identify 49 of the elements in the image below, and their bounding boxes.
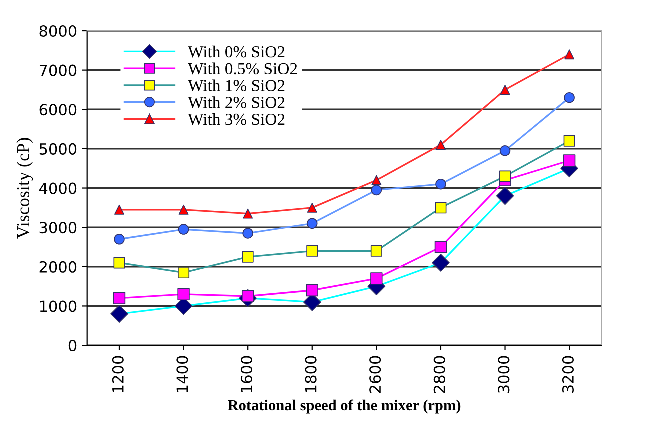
point bbox=[178, 288, 190, 301]
legend-label: With 0.5% SiO2 bbox=[188, 62, 298, 75]
point bbox=[113, 292, 126, 304]
point bbox=[500, 85, 510, 95]
point bbox=[110, 305, 128, 324]
point bbox=[243, 208, 254, 219]
point bbox=[564, 135, 576, 147]
y-axis-title: Viscosity (cP) bbox=[16, 138, 34, 239]
x-tick-label: 3200 bbox=[562, 356, 574, 393]
point bbox=[370, 245, 382, 257]
point bbox=[178, 204, 189, 215]
x-tick-label: 2800 bbox=[434, 356, 446, 394]
point bbox=[370, 272, 383, 285]
y-tick-label: 5000 bbox=[40, 143, 77, 155]
x-tick-label: 1200 bbox=[112, 356, 124, 392]
point bbox=[306, 245, 318, 257]
point bbox=[306, 284, 318, 297]
point bbox=[178, 267, 190, 279]
point bbox=[114, 204, 124, 215]
x-tick-label: 3000 bbox=[498, 356, 510, 393]
point bbox=[307, 202, 318, 213]
y-tick-label: 4000 bbox=[39, 182, 77, 194]
y-tick-label: 2000 bbox=[40, 261, 77, 273]
y-tick-label: 0 bbox=[68, 340, 77, 352]
y-tick-label: 1000 bbox=[40, 300, 77, 312]
point bbox=[242, 251, 254, 263]
y-tick-label: 3000 bbox=[40, 222, 77, 234]
point bbox=[500, 170, 512, 182]
legend-label: With 0% SiO2 bbox=[188, 46, 285, 58]
legend-label: With 2% SiO2 bbox=[188, 96, 285, 108]
point bbox=[114, 257, 126, 269]
point bbox=[436, 140, 446, 150]
point bbox=[496, 187, 514, 206]
point bbox=[563, 154, 576, 167]
point bbox=[372, 175, 382, 186]
legend-label: With 1% SiO2 bbox=[188, 80, 285, 92]
x-tick-label: 1800 bbox=[305, 356, 317, 392]
legend-label: With 3% SiO2 bbox=[188, 113, 285, 126]
x-tick-label: 2600 bbox=[370, 356, 382, 394]
x-tick-label: 1400 bbox=[176, 356, 188, 392]
y-tick-label: 7000 bbox=[40, 64, 77, 76]
point bbox=[434, 241, 448, 254]
point bbox=[432, 254, 450, 272]
y-tick-label: 8000 bbox=[40, 25, 77, 38]
point bbox=[435, 202, 447, 214]
y-tick-label: 6000 bbox=[40, 104, 77, 116]
x-axis-title: Rotational speed of the mixer (rpm) bbox=[228, 400, 461, 414]
x-tick-label: 1600 bbox=[240, 356, 253, 392]
point bbox=[564, 50, 575, 60]
